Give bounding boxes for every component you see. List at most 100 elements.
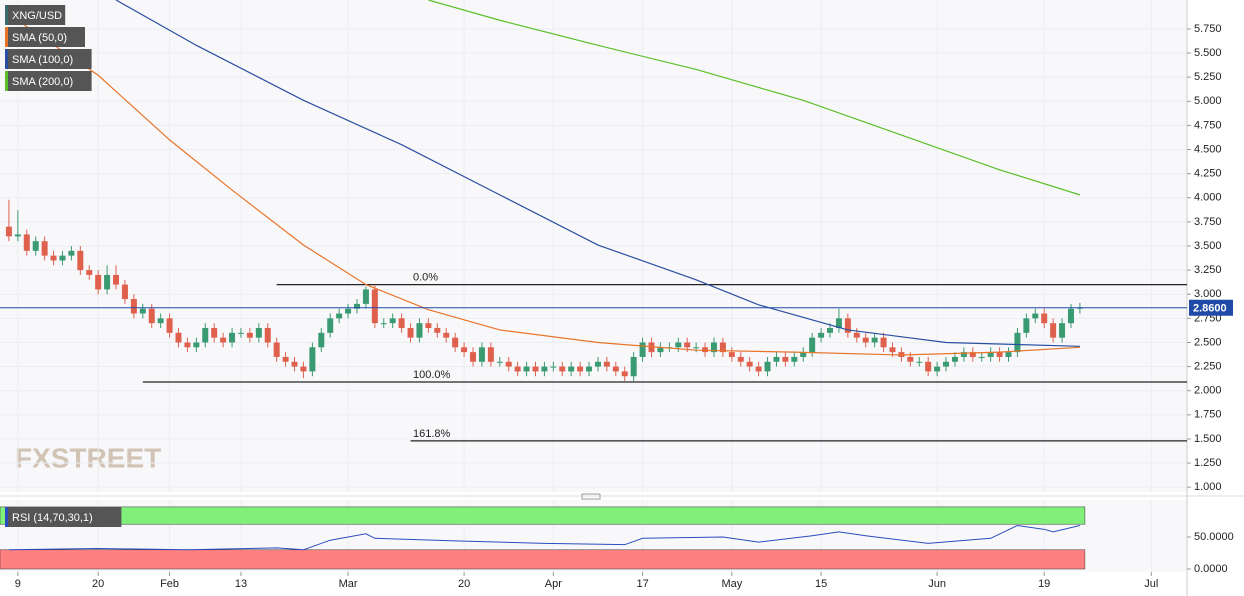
x-tick-label: Jun [928, 578, 946, 590]
candle-body [175, 332, 182, 343]
level-label: 0.0% [413, 271, 438, 283]
candle-body [630, 356, 637, 377]
candle-body [693, 347, 700, 349]
x-tick-label: 20 [92, 578, 104, 590]
y-tick-label: 4.000 [1194, 192, 1222, 204]
legend-box [5, 5, 66, 25]
candle-body [345, 308, 352, 314]
legend-swatch [5, 71, 8, 91]
candle-body [309, 347, 316, 372]
candle-body [800, 352, 807, 357]
candle-body [273, 342, 280, 357]
candle-body [943, 361, 950, 367]
candle-body [586, 366, 593, 372]
legend-box [5, 71, 92, 91]
y-tick-label: 5.750 [1194, 23, 1222, 35]
level-label: 161.8% [413, 428, 451, 440]
candle-body [880, 337, 887, 348]
candle-body [764, 361, 771, 372]
x-tick-label: Mar [339, 578, 358, 590]
candle-body [211, 328, 218, 338]
candle-body [987, 352, 994, 357]
x-tick-label: Jul [1144, 578, 1158, 590]
y-tick-label: 5.000 [1194, 95, 1222, 107]
candle-body [719, 342, 726, 353]
y-tick-label: 3.500 [1194, 240, 1222, 252]
candle-body [951, 356, 958, 362]
candle-body [710, 342, 717, 353]
legend-label: SMA (50,0) [12, 32, 67, 44]
candle-body [229, 332, 236, 343]
sma-line [428, 0, 1081, 196]
candle-body [603, 361, 610, 367]
candle-body [461, 347, 468, 353]
rsi-band [0, 506, 1086, 525]
candle-body [1050, 323, 1057, 338]
candle-body [362, 289, 369, 304]
x-tick-label: Feb [160, 578, 179, 590]
candle-body [407, 328, 414, 338]
legend-label: XNG/USD [12, 10, 62, 22]
candle-body [291, 361, 298, 367]
last-price-box [1189, 299, 1233, 316]
candle-body [1041, 313, 1048, 324]
x-tick-label: 20 [458, 578, 470, 590]
candle-body [550, 366, 557, 368]
y-tick-label: 2.500 [1194, 336, 1222, 348]
candle-body [496, 361, 503, 363]
candle-body [737, 356, 744, 362]
candle-body [746, 361, 753, 367]
candle-body [121, 284, 128, 300]
candle-body [514, 366, 521, 372]
candle-body [853, 332, 860, 338]
sma-line [115, 0, 1080, 347]
candle-body [568, 366, 575, 372]
y-tick-label: 5.500 [1194, 47, 1222, 59]
candle-body [452, 337, 459, 348]
y-tick-label: 2.000 [1194, 385, 1222, 397]
candle-body [862, 337, 869, 343]
candle-body [809, 337, 816, 353]
candle-body [1032, 313, 1039, 319]
candle-body [202, 328, 209, 343]
candle-body [827, 328, 834, 333]
x-tick-label: 17 [636, 578, 648, 590]
candle-body [702, 347, 709, 353]
x-tick-label: 19 [1038, 578, 1050, 590]
legend-label: SMA (200,0) [12, 76, 73, 88]
sma-line [8, 13, 1080, 356]
x-tick-label: May [721, 578, 742, 590]
candle-body [139, 308, 146, 314]
candle-body [969, 352, 976, 357]
x-tick-label: 13 [235, 578, 247, 590]
candle-body [255, 328, 262, 338]
resize-grip[interactable] [581, 493, 601, 500]
candle-body [925, 361, 932, 372]
y-tick-label: 5.250 [1194, 71, 1222, 83]
y-tick-label: 1.500 [1194, 433, 1222, 445]
y-tick-label: 2.250 [1194, 360, 1222, 372]
candle-body [1014, 332, 1021, 353]
candle-body [77, 250, 84, 271]
x-tick-label: Apr [545, 578, 562, 590]
candle-body [675, 342, 682, 348]
candle-body [336, 313, 343, 319]
candle-body [684, 342, 691, 348]
y-tick-label: 4.750 [1194, 119, 1222, 131]
candle-body [978, 356, 985, 358]
candle-body [1067, 308, 1074, 324]
candle-body [505, 361, 512, 367]
candle-body [41, 241, 48, 256]
candle-body [380, 323, 387, 325]
candle-body [318, 332, 325, 348]
candle-body [541, 366, 548, 372]
candle-body [353, 303, 360, 309]
candle-body [621, 371, 628, 377]
candle-body [478, 347, 485, 362]
candle-body [86, 270, 93, 275]
y-tick-label: 3.000 [1194, 288, 1222, 300]
y-tick-label: 4.250 [1194, 168, 1222, 180]
candle-body [246, 332, 253, 338]
